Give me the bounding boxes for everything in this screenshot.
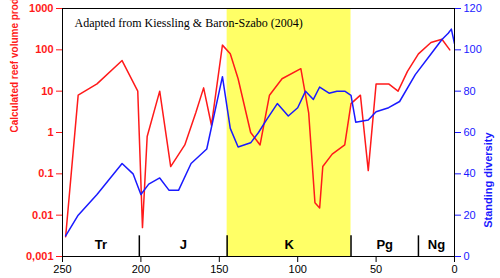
svg-text:250: 250: [53, 263, 71, 275]
svg-text:Pg: Pg: [376, 237, 393, 252]
svg-text:40: 40: [464, 167, 476, 179]
svg-text:K: K: [284, 237, 294, 252]
svg-text:1000: 1000: [29, 2, 53, 14]
svg-text:60: 60: [464, 126, 476, 138]
svg-text:Standing diversity: Standing diversity: [482, 132, 494, 228]
svg-text:Adapted from Kiessling & Baron: Adapted from Kiessling & Baron-Szabo (20…: [75, 16, 303, 30]
svg-text:10: 10: [41, 85, 53, 97]
svg-text:Tr: Tr: [95, 237, 107, 252]
svg-text:150: 150: [210, 263, 228, 275]
svg-text:100: 100: [289, 263, 307, 275]
svg-text:120: 120: [464, 2, 482, 14]
svg-text:0.01: 0.01: [32, 209, 53, 221]
svg-text:0: 0: [464, 250, 470, 262]
svg-text:50: 50: [370, 263, 382, 275]
svg-text:100: 100: [464, 43, 482, 55]
svg-text:0.1: 0.1: [38, 167, 53, 179]
svg-text:0: 0: [451, 263, 457, 275]
svg-text:80: 80: [464, 85, 476, 97]
svg-text:Calculated reef volume produce: Calculated reef volume produced by coral…: [9, 0, 20, 133]
svg-text:J: J: [180, 237, 187, 252]
svg-text:Ng: Ng: [428, 237, 445, 252]
svg-text:20: 20: [464, 209, 476, 221]
svg-text:100: 100: [35, 43, 53, 55]
svg-text:1: 1: [47, 126, 53, 138]
svg-text:0,001: 0,001: [26, 250, 54, 262]
svg-text:200: 200: [132, 263, 150, 275]
